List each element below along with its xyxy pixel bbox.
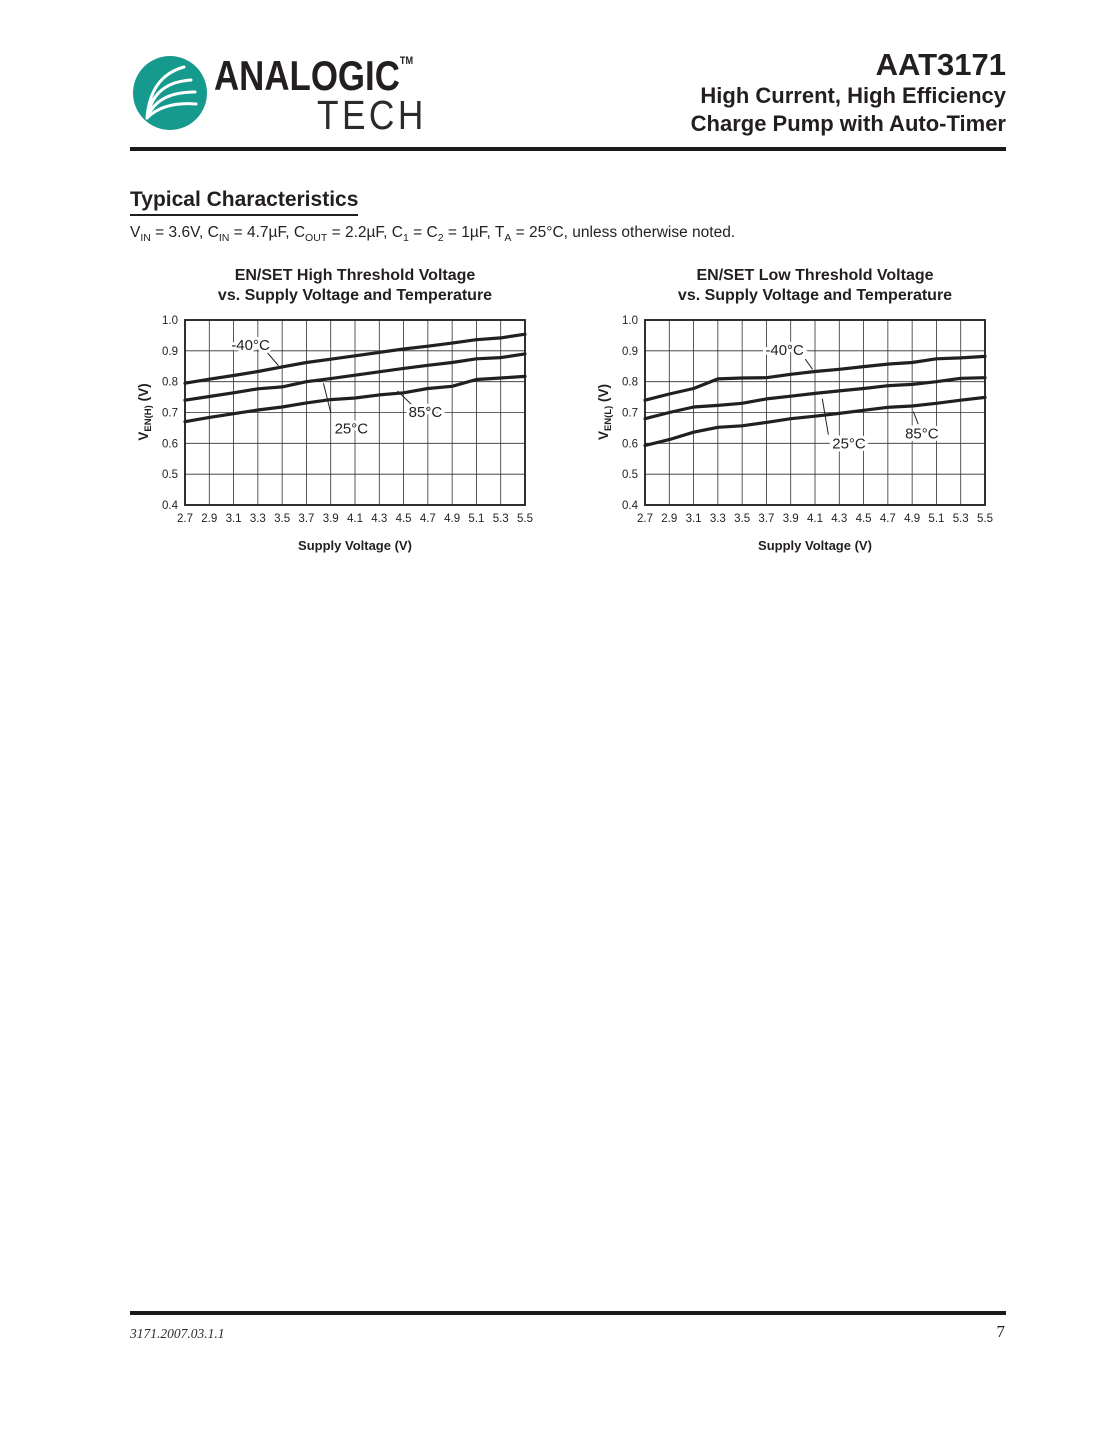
y-tick-label: 0.5 [622, 469, 638, 481]
annotation-leader [912, 411, 919, 425]
x-tick-label: 3.5 [274, 513, 290, 525]
chart-enset-high-threshold: EN/SET High Threshold Voltage vs. Supply… [135, 263, 575, 553]
chart-title: EN/SET High Threshold Voltage vs. Supply… [135, 263, 575, 306]
x-tick-label: 3.5 [734, 513, 750, 525]
x-tick-label: 3.1 [226, 513, 242, 525]
curve-temperature-label: 85°C [905, 425, 939, 442]
annotation-leader [397, 390, 413, 406]
y-tick-label: 0.7 [622, 408, 638, 420]
x-axis-title: Supply Voltage (V) [758, 538, 872, 553]
chart-title: EN/SET Low Threshold Voltage vs. Supply … [595, 263, 1035, 306]
chart-title-line1: EN/SET Low Threshold Voltage [696, 267, 934, 284]
x-tick-label: 5.5 [517, 513, 533, 525]
chart-enset-low-threshold: EN/SET Low Threshold Voltage vs. Supply … [595, 263, 1035, 553]
x-tick-label: 2.9 [201, 513, 217, 525]
part-number: AAT3171 [875, 47, 1006, 82]
document-code: 3171.2007.03.1.1 [130, 1326, 225, 1341]
chart-title-line1: EN/SET High Threshold Voltage [234, 267, 476, 284]
logo-leaf-icon [133, 56, 207, 130]
x-tick-label: 4.9 [444, 513, 460, 525]
logo-analogic-label: ANALOGIC [214, 52, 400, 99]
x-tick-label: 5.1 [928, 513, 944, 525]
y-tick-label: 0.6 [622, 438, 638, 450]
plot-svg: 0.4 0.5 0.6 0.7 0.8 0.9 1.0 2.7 2.9 3.1 3.3 3.5 3.7 3… [596, 315, 993, 525]
y-tick-label: 0.6 [162, 438, 178, 450]
curve-85°C [643, 395, 987, 448]
curve-25°C [643, 376, 987, 421]
y-axis-title: VEN(H) (V) [136, 383, 154, 440]
x-axis-title: Supply Voltage (V) [298, 538, 412, 553]
chart-title-line2: vs. Supply Voltage and Temperature [677, 287, 953, 304]
y-tick-label: 0.4 [622, 500, 639, 512]
x-tick-label: 3.9 [323, 513, 339, 525]
y-tick-label: 0.4 [162, 500, 179, 512]
doc-subtitle-line2: Charge Pump with Auto-Timer [690, 111, 1006, 136]
x-tick-label: 4.3 [831, 513, 847, 525]
curve-85°C [183, 374, 527, 424]
x-tick-label: 4.1 [807, 513, 823, 525]
annotation-leader [804, 358, 813, 370]
x-tick-label: 3.1 [686, 513, 702, 525]
section-title: Typical Characteristics [130, 188, 359, 216]
x-tick-label: 2.7 [637, 513, 653, 525]
x-tick-label: 4.9 [904, 513, 920, 525]
y-tick-label: 0.9 [162, 346, 178, 358]
curve-temperature-label: 25°C [335, 421, 369, 438]
logo-text-analogic: ANALOGICTM [214, 55, 413, 97]
x-tick-label: 5.1 [468, 513, 484, 525]
x-tick-label: 4.5 [396, 513, 412, 525]
x-tick-label: 4.7 [420, 513, 436, 525]
doc-subtitle-line1: High Current, High Efficiency [700, 83, 1006, 108]
y-tick-label: 0.9 [622, 346, 638, 358]
x-tick-label: 4.3 [371, 513, 387, 525]
y-tick-label: 1.0 [622, 315, 638, 327]
y-tick-label: 0.8 [622, 377, 638, 389]
logo-wordmark: ANALOGICTM TECH [214, 55, 454, 136]
x-tick-label: 5.3 [493, 513, 509, 525]
annotation-leader [322, 383, 332, 413]
y-tick-label: 0.7 [162, 408, 178, 420]
curve-temperature-label: -40°C [765, 342, 804, 359]
logo-trademark: TM [399, 55, 414, 67]
x-tick-label: 4.5 [856, 513, 872, 525]
x-tick-label: 3.7 [298, 513, 314, 525]
x-tick-label: 3.3 [250, 513, 266, 525]
curve-temperature-label: 25°C [832, 435, 866, 452]
x-tick-label: 4.1 [347, 513, 363, 525]
x-tick-label: 5.3 [953, 513, 969, 525]
x-tick-label: 4.7 [880, 513, 896, 525]
annotation-leader [267, 352, 279, 366]
plot-svg: 0.4 0.5 0.6 0.7 0.8 0.9 1.0 2.7 2.9 3.1 3.3 3.5 3.7 3… [136, 315, 533, 525]
chart-plot-area: 0.4 0.5 0.6 0.7 0.8 0.9 1.0 2.7 2.9 3.1 3.3 3.5 3.7 3… [135, 310, 575, 532]
analogictech-logo: ANALOGICTM TECH [132, 55, 454, 136]
document-title-block: AAT3171 High Current, High Efficiency Ch… [691, 48, 1006, 138]
test-conditions: VIN = 3.6V, CIN = 4.7µF, COUT = 2.2µF, C… [130, 224, 736, 245]
footer-rule [130, 1311, 1006, 1315]
curve-temperature-label: -40°C [231, 337, 270, 354]
y-tick-label: 1.0 [162, 315, 178, 327]
x-tick-label: 3.9 [783, 513, 799, 525]
x-tick-label: 5.5 [977, 513, 993, 525]
page-number: 7 [996, 1322, 1006, 1341]
logo-text-tech: TECH [317, 92, 427, 138]
curve-temperature-label: 85°C [409, 404, 443, 421]
curve-25°C [183, 352, 527, 402]
y-tick-label: 0.8 [162, 377, 178, 389]
x-tick-label: 2.7 [177, 513, 193, 525]
x-tick-label: 3.7 [758, 513, 774, 525]
x-tick-label: 3.3 [710, 513, 726, 525]
curve--40°C [183, 332, 527, 385]
header-rule [130, 147, 1006, 151]
annotation-leader [821, 398, 829, 435]
chart-title-line2: vs. Supply Voltage and Temperature [217, 287, 493, 304]
y-tick-label: 0.5 [162, 469, 178, 481]
y-axis-title: VEN(L) (V) [596, 384, 614, 440]
chart-plot-area: 0.4 0.5 0.6 0.7 0.8 0.9 1.0 2.7 2.9 3.1 3.3 3.5 3.7 3… [595, 310, 1035, 532]
curve--40°C [643, 354, 987, 402]
x-tick-label: 2.9 [661, 513, 677, 525]
